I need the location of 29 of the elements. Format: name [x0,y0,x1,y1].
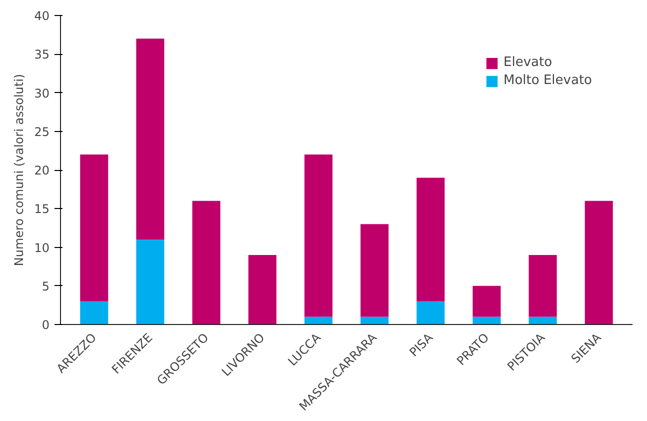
bar [584,200,613,324]
bar [360,316,389,324]
bar [360,224,389,317]
y-tick-label: 5 [42,279,50,294]
bar [416,178,445,302]
bar [248,254,276,324]
y-tick-label: 10 [34,240,50,255]
y-tick-label: 40 [34,9,50,23]
bar [304,154,332,317]
bar [136,38,164,240]
bar [472,286,501,317]
bar [192,200,220,324]
bar [80,154,108,302]
y-tick-label: 0 [42,318,50,332]
y-tick-label: 15 [34,202,50,216]
y-tick-label: 20 [34,164,50,178]
bar [136,240,164,324]
y-tick-label: 25 [34,124,50,139]
bar [528,316,557,324]
bar [472,316,501,324]
y-axis-title: Numero comuni (valori assoluti) [12,74,26,266]
legend-label: Elevato [504,55,552,70]
bar [416,301,445,324]
bar [304,316,332,324]
bar [528,254,557,317]
y-tick-label: 35 [34,48,50,62]
legend-label: Molto Elevato [504,73,592,88]
y-tick-label: 30 [34,86,50,100]
bar [80,301,108,324]
